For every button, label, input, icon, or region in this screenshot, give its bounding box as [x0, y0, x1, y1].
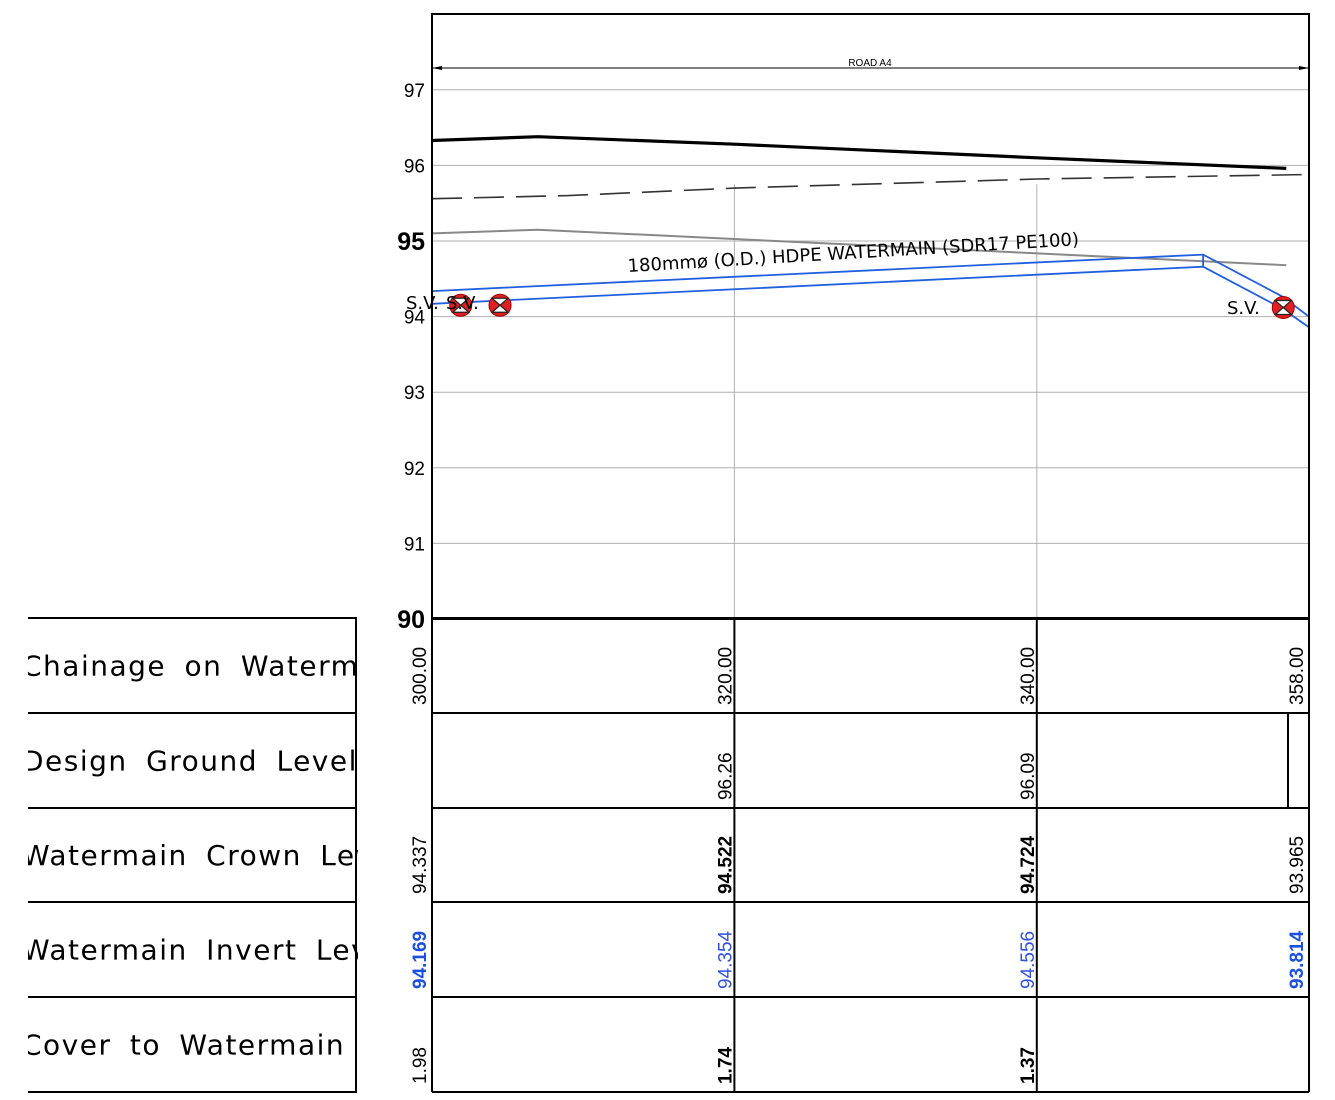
y-tick-label-93: 93 — [404, 383, 425, 404]
table-cell-value: 320.00 — [715, 647, 736, 705]
table-cell-value: 94.354 — [715, 930, 736, 989]
profile-grid — [432, 89, 1309, 619]
design-ground-line — [432, 173, 1309, 200]
road-dimension-arrow-right — [1299, 66, 1309, 70]
y-axis: 90 91 92 93 94 95 96 97 — [397, 81, 425, 634]
sluice-valve-3 — [1271, 296, 1295, 320]
valve-label-2: S.V. — [446, 293, 479, 314]
grey-profile-line — [432, 228, 1287, 267]
table-cell-value: 1.74 — [715, 1047, 736, 1084]
table-cell-value: 358.00 — [1287, 647, 1308, 705]
y-tick-label-97: 97 — [404, 81, 425, 102]
valve-bowtie-icon — [490, 297, 510, 313]
row-label: Design Ground Levels — [22, 745, 374, 778]
table-cell-value: 94.556 — [1018, 931, 1039, 989]
valve-bowtie-icon — [1273, 299, 1293, 316]
valve-label-1: S.V. — [406, 293, 439, 314]
valve-bowtie-icon — [451, 297, 471, 313]
table-cell-value: 96.09 — [1018, 752, 1039, 800]
row-labels: Chainage on Watermain Design Ground Level… — [22, 650, 418, 1062]
existing-ground-line — [432, 135, 1287, 170]
sluice-valve-2 — [488, 293, 512, 317]
table-cell-value: 340.00 — [1018, 647, 1039, 705]
table-cell-value: 93.814 — [1287, 930, 1308, 989]
table-cell-value: 1.98 — [410, 1047, 431, 1084]
sluice-valve-1 — [449, 293, 473, 317]
table-cell-value: 94.169 — [410, 931, 431, 989]
table-cell-value: 1.37 — [1018, 1047, 1039, 1084]
row-label: Chainage on Watermain — [22, 650, 407, 683]
y-tick-label-96: 96 — [404, 156, 425, 177]
y-tick-label-95: 95 — [397, 228, 425, 256]
profile-lines — [432, 135, 1309, 328]
table-cell-value: 94.337 — [410, 836, 431, 894]
y-tick-label-94: 94 — [404, 308, 426, 329]
y-tick-label-91: 91 — [404, 534, 425, 555]
data-table: 300.00 320.00 340.00 358.00 96.26 96.09 94.337… — [28, 617, 1310, 1093]
table-cell-value: 93.965 — [1287, 836, 1308, 894]
road-label: ROAD A4 — [848, 58, 892, 69]
road-dimension-arrow-left — [432, 66, 442, 70]
watermain-invert-line — [432, 265, 1309, 328]
valve-label-3: S.V. — [1227, 298, 1260, 319]
y-tick-label-92: 92 — [404, 459, 425, 480]
watermain-crown-line — [432, 253, 1309, 318]
row-label: Watermain Invert Levels — [22, 934, 413, 967]
row-label: Watermain Crown Levels — [22, 839, 418, 872]
table-cell-value: 94.724 — [1018, 835, 1039, 894]
road-dimension: ROAD A4 — [432, 58, 1309, 70]
table-cell-value: 94.522 — [715, 836, 736, 894]
row-label: Cover to Watermain — [22, 1029, 345, 1062]
table-cell-value: 300.00 — [410, 647, 431, 705]
y-tick-label-90: 90 — [397, 606, 425, 634]
table-cell-value: 96.26 — [715, 752, 736, 800]
sluice-valves: S.V. S.V. S.V. — [406, 293, 1295, 320]
